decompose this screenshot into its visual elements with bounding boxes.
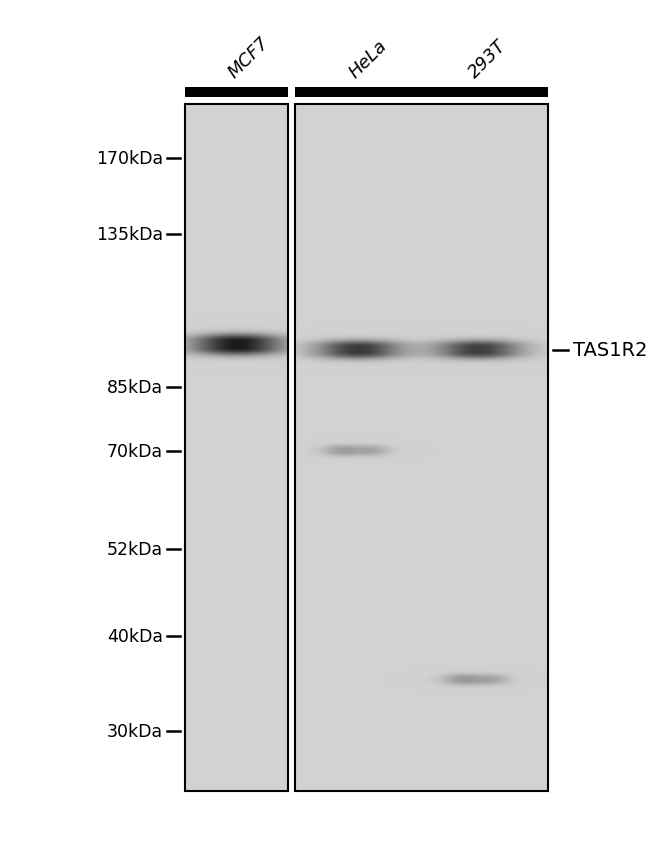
Text: 70kDa: 70kDa (107, 443, 163, 461)
Text: 52kDa: 52kDa (107, 541, 163, 559)
Text: 40kDa: 40kDa (107, 627, 163, 645)
Text: MCF7: MCF7 (224, 34, 272, 82)
Text: 30kDa: 30kDa (107, 722, 163, 740)
Text: 170kDa: 170kDa (96, 150, 163, 168)
Text: 85kDa: 85kDa (107, 378, 163, 396)
Bar (295, 105, 548, 791)
Bar (185, 88, 288, 98)
Text: HeLa: HeLa (345, 37, 390, 82)
Text: 135kDa: 135kDa (96, 226, 163, 244)
Bar (185, 105, 288, 791)
Bar (295, 88, 548, 98)
Text: 293T: 293T (465, 37, 510, 82)
Text: TAS1R2: TAS1R2 (573, 341, 647, 360)
